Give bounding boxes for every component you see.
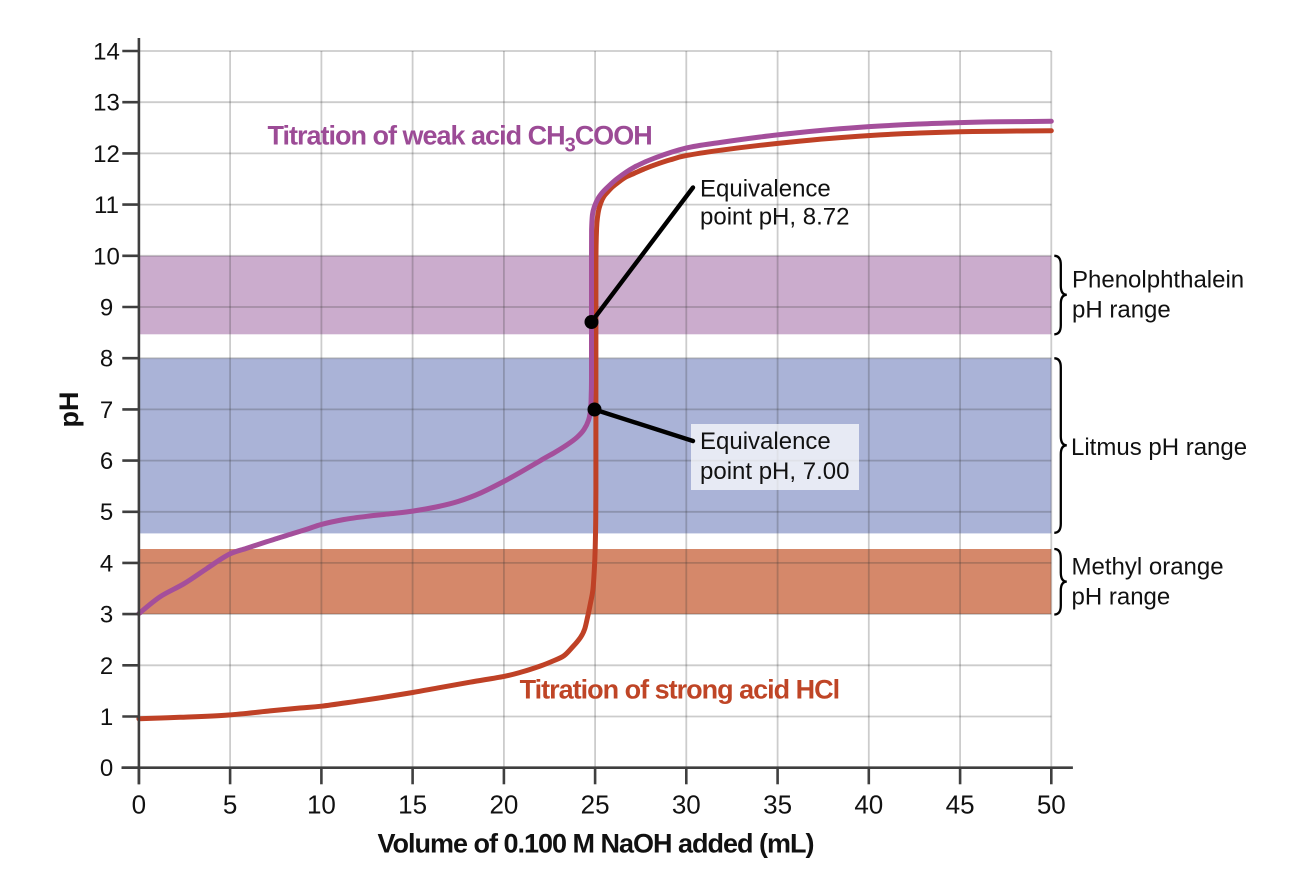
svg-text:8: 8 xyxy=(100,346,113,373)
svg-text:12: 12 xyxy=(93,141,120,168)
svg-text:9: 9 xyxy=(100,295,113,322)
svg-text:30: 30 xyxy=(672,790,701,820)
svg-text:7: 7 xyxy=(100,397,113,424)
svg-text:15: 15 xyxy=(398,790,427,820)
svg-text:pH: pH xyxy=(54,392,84,428)
svg-text:Phenolphthalein: Phenolphthalein xyxy=(1072,267,1244,294)
svg-text:6: 6 xyxy=(100,448,113,475)
svg-text:14: 14 xyxy=(93,39,120,66)
svg-text:1: 1 xyxy=(100,704,113,731)
svg-text:2: 2 xyxy=(100,653,113,680)
svg-text:Titration of weak acid CH3COOH: Titration of weak acid CH3COOH xyxy=(268,120,652,156)
svg-text:Equivalence: Equivalence xyxy=(700,176,831,203)
svg-text:pH range: pH range xyxy=(1072,584,1171,611)
svg-text:10: 10 xyxy=(307,790,336,820)
svg-text:25: 25 xyxy=(581,790,610,820)
svg-text:11: 11 xyxy=(94,192,119,219)
svg-text:50: 50 xyxy=(1037,790,1066,820)
svg-text:5: 5 xyxy=(100,499,113,526)
svg-text:Methyl orange: Methyl orange xyxy=(1072,554,1224,581)
svg-text:0: 0 xyxy=(100,755,113,782)
svg-text:3: 3 xyxy=(100,602,113,629)
svg-text:Litmus pH range: Litmus pH range xyxy=(1071,434,1247,461)
svg-text:10: 10 xyxy=(93,243,120,270)
svg-text:35: 35 xyxy=(763,790,792,820)
svg-text:40: 40 xyxy=(854,790,883,820)
svg-text:pH range: pH range xyxy=(1072,297,1171,324)
svg-text:Titration of strong acid HCl: Titration of strong acid HCl xyxy=(520,675,840,705)
svg-text:Volume of 0.100 M NaOH added (: Volume of 0.100 M NaOH added (mL) xyxy=(377,829,813,859)
svg-text:point pH, 7.00: point pH, 7.00 xyxy=(700,458,849,485)
svg-text:4: 4 xyxy=(100,550,113,577)
svg-text:0: 0 xyxy=(132,790,146,820)
svg-text:45: 45 xyxy=(946,790,975,820)
svg-text:point pH, 8.72: point pH, 8.72 xyxy=(700,204,849,231)
svg-text:20: 20 xyxy=(489,790,518,820)
svg-text:13: 13 xyxy=(93,90,120,117)
svg-text:Equivalence: Equivalence xyxy=(700,428,831,455)
svg-text:5: 5 xyxy=(223,790,237,820)
